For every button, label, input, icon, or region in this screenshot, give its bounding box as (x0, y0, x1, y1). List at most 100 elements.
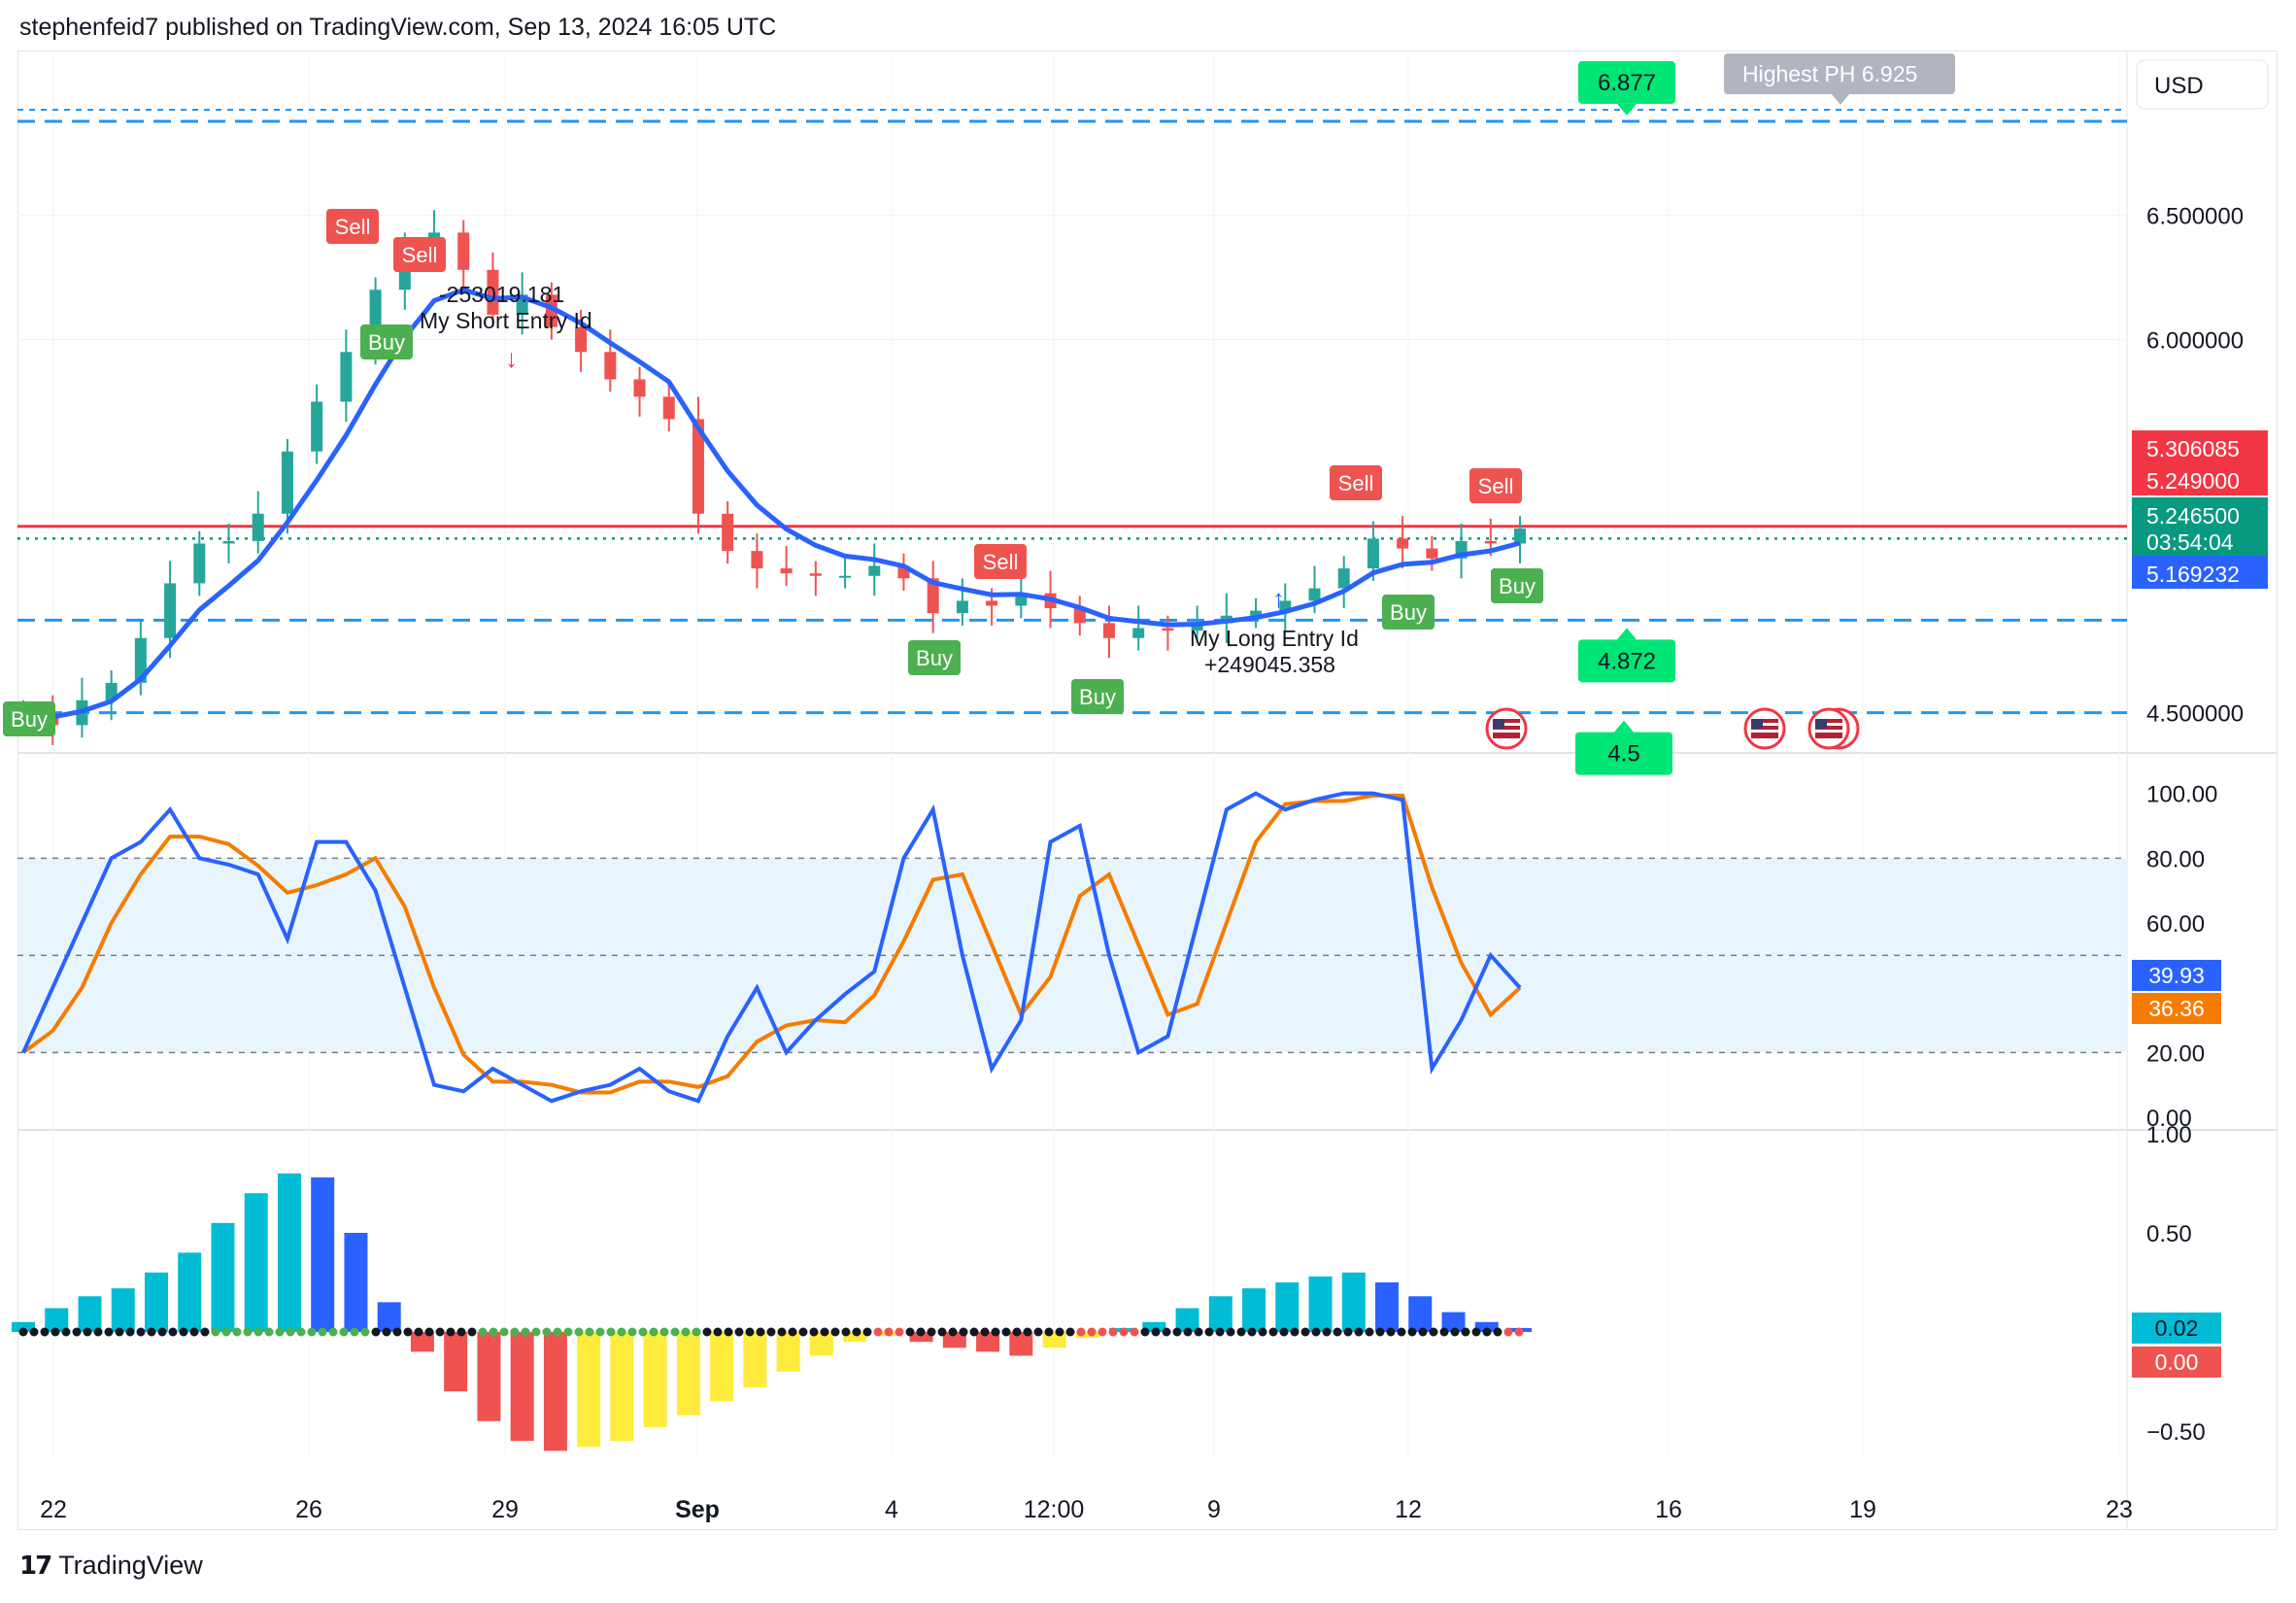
squeeze-dot (606, 1327, 616, 1337)
stoch-k-tag (2132, 960, 2221, 991)
candle-body[interactable] (751, 551, 763, 569)
trading-chart[interactable]: 6.877 4.872 4.5 Sell Sell Buy Buy Sell Buy Sell B… (0, 0, 2296, 1535)
chart-frame (17, 51, 2278, 1530)
squeeze-dot (1386, 1327, 1396, 1337)
squeeze-dot (1140, 1327, 1150, 1337)
momentum-tag (2132, 1313, 2221, 1344)
squeeze-dot (1012, 1327, 1022, 1337)
x-tick-label: 12:00 (1024, 1496, 1085, 1523)
buy-signal-badge (1382, 595, 1435, 630)
candle-body[interactable] (839, 575, 852, 578)
squeeze-dot (734, 1327, 744, 1337)
candle-body[interactable] (340, 352, 353, 402)
candle-body[interactable] (105, 682, 118, 700)
candle-body[interactable] (134, 637, 147, 683)
currency-button[interactable] (2136, 59, 2269, 110)
squeeze-dot (424, 1327, 434, 1337)
candle-body[interactable] (809, 573, 822, 576)
momentum-bar (643, 1332, 667, 1427)
squeeze-dot (1258, 1327, 1267, 1337)
squeeze-dot (820, 1327, 829, 1337)
candle-body[interactable] (1250, 610, 1263, 616)
candle-body[interactable] (311, 401, 323, 452)
candle-body[interactable] (575, 326, 588, 353)
squeeze-dot (1001, 1327, 1011, 1337)
candle-body[interactable] (1367, 538, 1379, 569)
candle-body[interactable] (1102, 623, 1115, 638)
price-tag-label: 5.306085 (2146, 436, 2240, 461)
candle-body[interactable] (868, 565, 881, 576)
momentum-bar (543, 1332, 567, 1451)
squeeze-dot (638, 1327, 648, 1337)
squeeze-dot (1429, 1327, 1438, 1337)
candle-body[interactable] (545, 294, 557, 327)
us-flag-event-icon[interactable] (1485, 707, 1528, 750)
candle-body[interactable] (1337, 568, 1350, 589)
squeeze-dot (777, 1327, 787, 1337)
squeeze-dot (1375, 1327, 1385, 1337)
candle-body[interactable] (1073, 608, 1086, 624)
candle-body[interactable] (487, 269, 499, 315)
squeeze-dot (745, 1327, 755, 1337)
candle-body[interactable] (692, 419, 704, 514)
candle-body[interactable] (457, 232, 470, 270)
momentum-bar (111, 1288, 135, 1332)
candle-body[interactable] (281, 451, 293, 514)
candle-body[interactable] (604, 352, 617, 380)
candle-body[interactable] (1484, 540, 1497, 544)
candle-body[interactable] (956, 600, 968, 614)
candle-body[interactable] (222, 540, 235, 544)
candle-body[interactable] (252, 513, 264, 541)
candle-body[interactable] (927, 578, 939, 614)
level-badge-pointer (1614, 720, 1634, 733)
candle-body[interactable] (1191, 623, 1203, 631)
x-tick-label: 23 (2106, 1496, 2133, 1523)
candle-body[interactable] (1162, 628, 1174, 631)
squeeze-dot (542, 1327, 552, 1337)
momentum-bar (909, 1332, 933, 1343)
tradingview-logo-icon: 𝟭𝟳 (19, 1551, 52, 1580)
stoch-tick-label: 0.00 (2146, 1106, 2192, 1132)
squeeze-dot (456, 1327, 466, 1337)
squeeze-dot (1290, 1327, 1300, 1337)
squeeze-dot (318, 1327, 327, 1337)
squeeze-dot (1354, 1327, 1364, 1337)
candle-body[interactable] (780, 568, 793, 574)
highest-ph-pointer (1832, 94, 1849, 105)
momentum-bar (1242, 1288, 1266, 1332)
squeeze-dot (1333, 1327, 1342, 1337)
candle-body[interactable] (1279, 600, 1292, 611)
candle-body[interactable] (1514, 529, 1526, 544)
candle-body[interactable] (193, 543, 206, 584)
squeeze-dot (1215, 1327, 1225, 1337)
candle-body[interactable] (164, 583, 177, 638)
candle-body[interactable] (662, 396, 675, 420)
candle-body[interactable] (986, 600, 998, 606)
short-entry-label: My Short Entry Id (420, 308, 592, 333)
momentum-bar (277, 1173, 301, 1332)
candle-body[interactable] (1308, 588, 1321, 601)
footer-brand[interactable]: 𝟭𝟳 TradingView (19, 1551, 203, 1581)
candle-body[interactable] (1397, 538, 1409, 549)
candle-body[interactable] (722, 513, 734, 552)
squeeze-dot (841, 1327, 851, 1337)
squeeze-dot (1471, 1327, 1481, 1337)
sell-signal-badge (393, 237, 446, 272)
candle-body[interactable] (1426, 548, 1438, 559)
squeeze-dot (574, 1327, 584, 1337)
sell-signal-label: Sell (1478, 474, 1514, 498)
squeeze-dot (29, 1327, 39, 1337)
squeeze-dot (414, 1327, 423, 1337)
squeeze-dot (157, 1327, 167, 1337)
candle-body[interactable] (633, 379, 646, 397)
candle-body[interactable] (1132, 628, 1145, 638)
squeeze-dot (724, 1327, 733, 1337)
us-flag-event-icon[interactable] (1743, 707, 1786, 750)
x-tick-label: 16 (1655, 1496, 1682, 1523)
x-tick-label: 9 (1207, 1496, 1221, 1523)
momentum-bar (610, 1332, 634, 1442)
us-flag-event-icon[interactable] (1807, 707, 1860, 750)
squeeze-dot (125, 1327, 135, 1337)
squeeze-dot (905, 1327, 915, 1337)
squeeze-dot (1311, 1327, 1321, 1337)
